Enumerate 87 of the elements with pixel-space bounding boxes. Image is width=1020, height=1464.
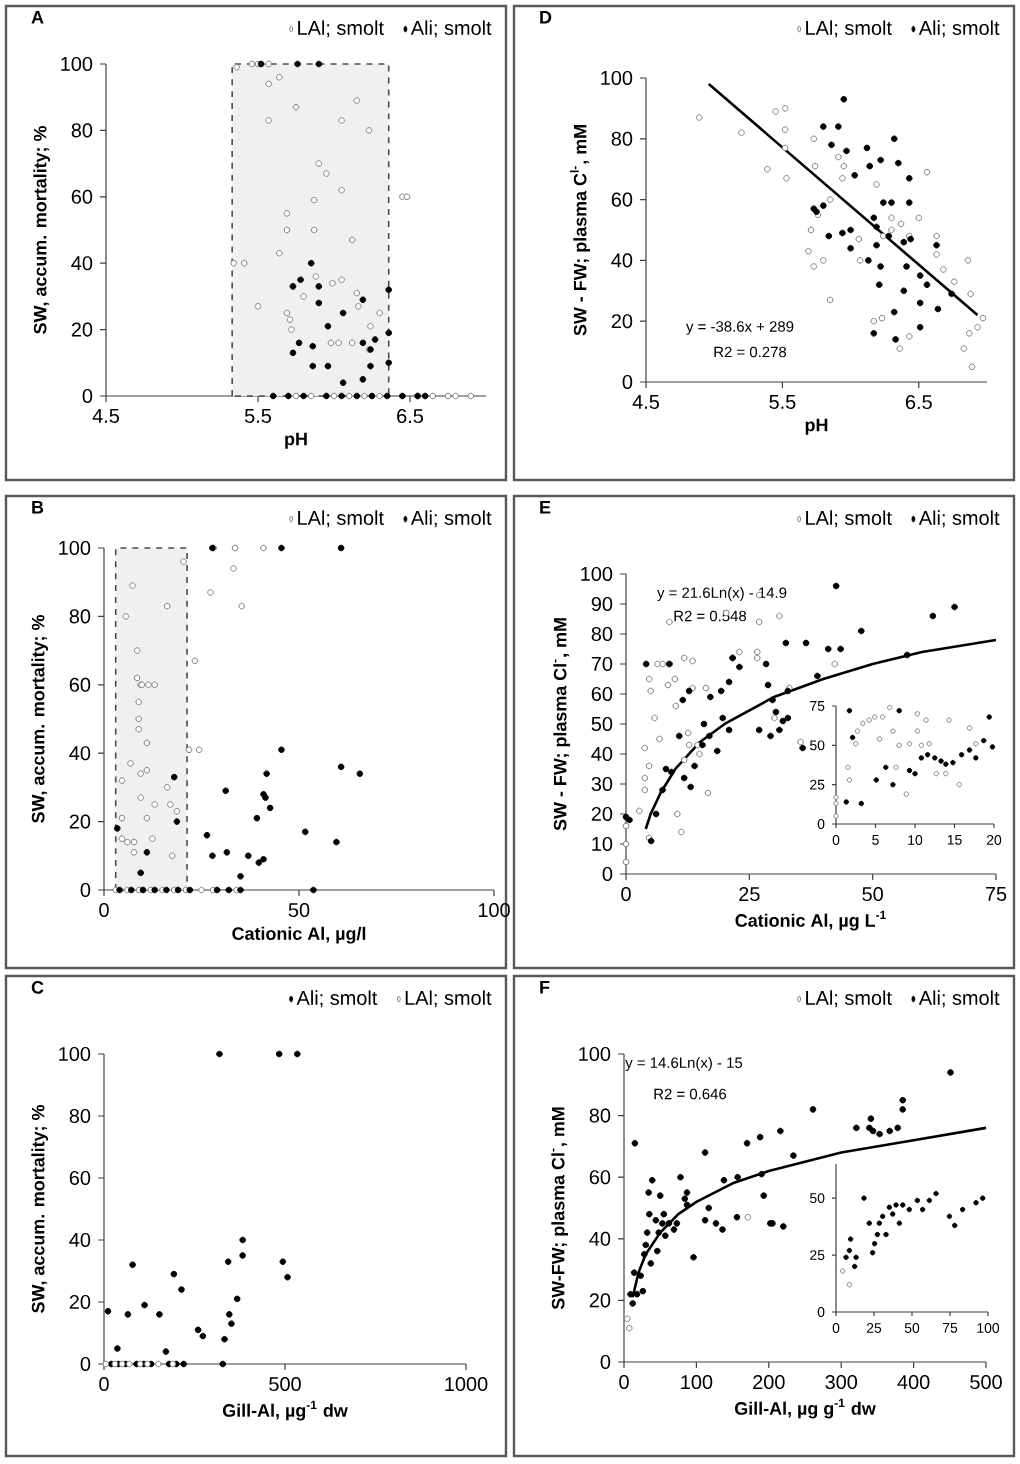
legend-label: LAl; smolt: [806, 510, 892, 528]
x-axis-title: Gill-Al, µg g$^{-1}$ dw: [735, 1398, 876, 1419]
legend-label: LAl; smolt: [806, 20, 892, 38]
y-tick-label: 0: [600, 1354, 611, 1370]
x-tick-label: 5.5: [244, 409, 272, 423]
y-tick-label: 60: [69, 677, 91, 692]
x-tick-label: 400: [897, 1375, 930, 1390]
chart-title: A: [31, 11, 44, 24]
y-tick-label: 40: [589, 1231, 611, 1246]
chart-title: F: [540, 981, 550, 994]
y-tick-label: 80: [69, 609, 91, 624]
x-axis-title: pH: [805, 418, 828, 435]
y-tick-label: 40: [69, 1232, 91, 1248]
legend-label: Ali; smolt: [918, 990, 1000, 1008]
y-tick-label: 100: [579, 1046, 611, 1062]
x-tick-label: 0: [99, 1377, 109, 1392]
x-axis-title: pH: [285, 432, 307, 449]
x-tick-label: 4.5: [632, 395, 660, 409]
legend-label: Ali; smolt: [918, 510, 1000, 528]
y-tick-label: 0: [622, 374, 633, 390]
legend-label: LAl; smolt: [298, 20, 384, 38]
x-axis-title: Cationic Al, µg L$^{-1}$: [735, 910, 886, 931]
x-tick-label: 50: [862, 887, 883, 902]
y-tick-label: 100: [59, 1046, 91, 1062]
x-tick-label: 75: [985, 887, 1007, 901]
chart-title: C: [31, 981, 44, 994]
x-tick-label: 25: [739, 887, 760, 902]
y-axis-title: SW-FW; plasma Cl$^{-}$, mM: [551, 1107, 569, 1310]
y-tick-label: 30: [591, 776, 613, 792]
y-tick-label: 40: [591, 746, 613, 762]
x-tick-label: 300: [825, 1375, 858, 1390]
x-tick-label: 500: [269, 1377, 301, 1392]
y-tick-label: 0: [602, 866, 613, 882]
x-tick-label: 100: [681, 1375, 713, 1390]
legend-label: LAl; smolt: [806, 990, 892, 1008]
y-tick-label: 20: [69, 1294, 91, 1310]
x-axis-title: Gill-Al, µg$^{-1}$ dw: [222, 1400, 348, 1421]
y-tick-label: 80: [591, 626, 613, 642]
legend-label: Ali; smolt: [296, 990, 378, 1008]
y-tick-label: 20: [611, 314, 633, 329]
y-tick-label: 20: [591, 806, 613, 822]
y-tick-label: 50: [591, 716, 613, 732]
y-tick-label: 20: [71, 322, 93, 337]
legend-label: LAl; smolt: [405, 990, 492, 1008]
y-tick-label: 20: [589, 1293, 611, 1308]
y-tick-label: 40: [71, 256, 93, 271]
x-tick-label: 50: [288, 903, 310, 918]
y-axis-title: SW, accum. mortality; %: [33, 126, 51, 334]
y-tick-label: 80: [69, 1108, 91, 1124]
chart-title: B: [32, 501, 44, 514]
y-tick-label: 80: [611, 131, 633, 146]
x-tick-label: 200: [753, 1375, 785, 1390]
x-tick-label: 6.5: [905, 395, 932, 410]
y-tick-label: 60: [69, 1170, 91, 1186]
y-tick-label: 80: [71, 123, 93, 138]
legend-label: Ali; smolt: [410, 20, 492, 38]
y-axis-title: SW - FW; plasma Cl$^{-}$, mM: [553, 618, 571, 831]
y-tick-label: 100: [61, 56, 93, 72]
legend-label: LAl; smolt: [298, 510, 384, 528]
x-axis-title: Cationic Al, µg/l: [232, 926, 366, 944]
y-tick-label: 0: [80, 1356, 91, 1372]
y-tick-label: 100: [601, 70, 633, 86]
y-axis-title: SW - FW; plasma C$^{l-}$, mM: [570, 125, 591, 336]
y-tick-label: 60: [611, 192, 633, 207]
legend-label: Ali; smolt: [918, 20, 1000, 38]
y-tick-label: 40: [611, 253, 633, 268]
chart-title: D: [540, 11, 552, 24]
x-tick-label: 1000: [445, 1377, 488, 1392]
y-tick-label: 20: [69, 814, 91, 829]
legend-label: Ali; smolt: [410, 510, 492, 528]
y-tick-label: 90: [591, 596, 613, 612]
y-tick-label: 40: [69, 746, 91, 761]
x-tick-label: 6.5: [397, 409, 424, 424]
chart-title: E: [540, 501, 551, 514]
x-tick-label: 4.5: [92, 409, 120, 423]
y-axis-title: SW, accum. mortality; %: [31, 615, 49, 823]
y-tick-label: 60: [589, 1170, 611, 1185]
y-tick-label: 80: [589, 1108, 611, 1123]
x-tick-label: 0: [99, 903, 109, 918]
y-tick-label: 60: [591, 686, 613, 702]
x-tick-label: 5.5: [769, 395, 796, 409]
y-tick-label: 70: [591, 656, 613, 672]
x-tick-label: 500: [970, 1375, 1002, 1390]
y-axis-title: SW, accum. mortality; %: [31, 1105, 49, 1313]
y-tick-label: 100: [581, 566, 613, 582]
y-tick-label: 100: [59, 540, 91, 556]
y-tick-label: 60: [71, 189, 93, 204]
